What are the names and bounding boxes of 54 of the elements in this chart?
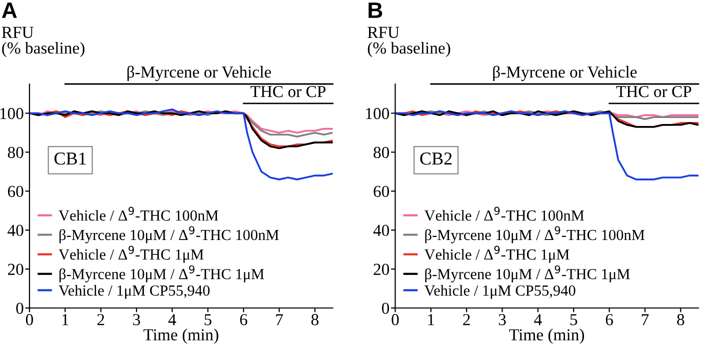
x-tick-label: 3 [498,314,506,326]
text: β-Myrcene or Vehicle [127,66,271,82]
y-tick-label: 40 [8,224,24,236]
line-series [29,108,333,180]
y-axis-title: RFU (% baseline) [368,26,450,58]
x-tick-label: 0 [392,314,399,326]
annotation: THC or CP [250,86,326,98]
y-tick-label: 100 [366,108,390,120]
legend-label: Vehicle / Δ$^{9}$-THC 1μM [424,246,570,263]
x-tick-label: 8 [677,314,684,326]
x-tick-label: 2 [463,314,470,326]
legend-label: Vehicle / Δ$^{9}$-THC 100nM [424,206,584,221]
y-tick-label: 60 [8,186,24,198]
legend-label: β-Myrcene 10μM / Δ$^{9}$-THC 1μM [425,265,630,282]
x-axis-title: Time (min) [144,328,218,344]
x-tick-label: 7 [276,314,283,326]
legend-label: Vehicle / 1μM CP55,940 [424,284,576,299]
text: β-Myrcene or Vehicle [493,66,637,82]
x-tick-label: 1 [62,314,68,326]
annotation: CB2 [420,152,452,165]
y-axis-title: RFU (% baseline) [2,26,84,58]
y-tick-label: 20 [374,264,390,275]
legend-label: Vehicle / Δ$^{9}$-THC 100nM [58,206,218,221]
legend-label: Vehicle / Δ$^{9}$-THC 1μM [58,246,204,263]
y-tick-label: 80 [8,146,24,158]
legend-label: Vehicle / 1μM CP55,940 [58,284,210,299]
x-tick-label: 8 [311,314,318,326]
chart-title: A [2,2,17,18]
line-series [395,110,698,180]
legend-label: β-Myrcene 10μM / Δ$^{9}$-THC 100nM [60,226,279,244]
annotation: THC or CP [616,86,692,98]
y-tick-label: 20 [8,264,24,275]
x-axis-title: Time (min) [509,328,584,344]
x-tick-label: 2 [97,314,104,326]
x-tick-label: 4 [168,314,176,326]
x-tick-label: 5 [570,314,578,326]
y-tick-label: 0 [16,302,24,314]
x-tick-label: 1 [428,314,434,326]
legend-label: β-Myrcene 10μM / Δ$^{9}$-THC 100nM [425,226,645,244]
y-tick-label: 40 [373,224,390,236]
x-tick-label: 6 [240,314,248,326]
x-tick-label: 3 [133,314,140,326]
x-tick-label: 7 [642,314,649,326]
y-tick-label: 80 [374,146,390,158]
x-tick-label: 4 [534,314,542,326]
y-tick-label: 100 [0,108,24,120]
y-tick-label: 0 [382,302,390,314]
annotation: CB1 [54,152,86,165]
x-tick-label: 6 [606,314,613,326]
y-tick-label: 60 [374,186,390,198]
x-tick-label: 0 [26,314,34,326]
legend-label: β-Myrcene 10μM / Δ$^{9}$-THC 1μM [60,265,264,282]
x-tick-label: 5 [204,314,212,326]
chart-title: B [368,2,382,18]
